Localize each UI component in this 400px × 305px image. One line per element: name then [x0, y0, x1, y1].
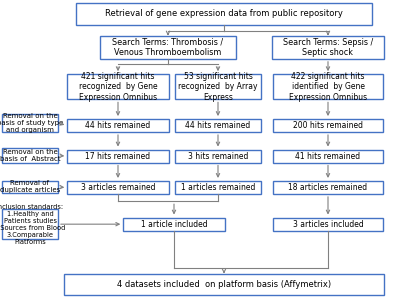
FancyBboxPatch shape: [2, 181, 58, 193]
FancyBboxPatch shape: [273, 181, 383, 194]
FancyBboxPatch shape: [2, 209, 58, 239]
Text: 41 hits remained: 41 hits remained: [296, 152, 360, 161]
FancyBboxPatch shape: [123, 218, 225, 231]
Text: 4 datasets included  on platform basis (Affymetrix): 4 datasets included on platform basis (A…: [117, 280, 331, 289]
FancyBboxPatch shape: [67, 181, 169, 194]
Text: 421 significant hits
recognized  by Gene
Expression Omnibus: 421 significant hits recognized by Gene …: [79, 72, 157, 102]
FancyBboxPatch shape: [175, 74, 261, 99]
FancyBboxPatch shape: [2, 148, 58, 163]
Text: 44 hits remained: 44 hits remained: [85, 121, 151, 130]
Text: 3 hits remained: 3 hits remained: [188, 152, 248, 161]
Text: Removal on the
basis of  Abstract: Removal on the basis of Abstract: [0, 149, 60, 162]
Text: 1 article included: 1 article included: [141, 220, 207, 229]
FancyBboxPatch shape: [272, 36, 384, 59]
FancyBboxPatch shape: [2, 114, 58, 132]
FancyBboxPatch shape: [67, 74, 169, 99]
Text: Removal of
duplicate articles: Removal of duplicate articles: [0, 181, 60, 193]
FancyBboxPatch shape: [64, 274, 384, 295]
Text: Search Terms: Thrombosis /
Venous Thromboembolism: Search Terms: Thrombosis / Venous Thromb…: [112, 38, 224, 57]
FancyBboxPatch shape: [273, 150, 383, 163]
Text: 200 hits remained: 200 hits remained: [293, 121, 363, 130]
FancyBboxPatch shape: [76, 3, 372, 25]
Text: 53 significant hits
recognized  by Array
Express: 53 significant hits recognized by Array …: [178, 72, 258, 102]
Text: 3 articles remained: 3 articles remained: [81, 183, 155, 192]
FancyBboxPatch shape: [175, 119, 261, 132]
Text: Inclusion standards:
1.Healthy and
Patients studies
2.Sources from Blood
3.Compa: Inclusion standards: 1.Healthy and Patie…: [0, 204, 66, 245]
Text: 1 articles remained: 1 articles remained: [181, 183, 255, 192]
FancyBboxPatch shape: [273, 218, 383, 231]
Text: Search Terms: Sepsis /
Septic shock: Search Terms: Sepsis / Septic shock: [283, 38, 373, 57]
Text: Retrieval of gene expression data from public repository: Retrieval of gene expression data from p…: [105, 9, 343, 18]
Text: 422 significant hits
identified  by Gene
Expression Omnibus: 422 significant hits identified by Gene …: [289, 72, 367, 102]
Text: Removal on the
basis of study type
and organism: Removal on the basis of study type and o…: [0, 113, 63, 133]
FancyBboxPatch shape: [100, 36, 236, 59]
Text: 44 hits remained: 44 hits remained: [185, 121, 251, 130]
Text: 17 hits remained: 17 hits remained: [86, 152, 150, 161]
Text: 18 articles remained: 18 articles remained: [288, 183, 368, 192]
FancyBboxPatch shape: [175, 150, 261, 163]
FancyBboxPatch shape: [175, 181, 261, 194]
FancyBboxPatch shape: [67, 119, 169, 132]
Text: 3 articles included: 3 articles included: [293, 220, 363, 229]
FancyBboxPatch shape: [67, 150, 169, 163]
FancyBboxPatch shape: [273, 119, 383, 132]
FancyBboxPatch shape: [273, 74, 383, 99]
